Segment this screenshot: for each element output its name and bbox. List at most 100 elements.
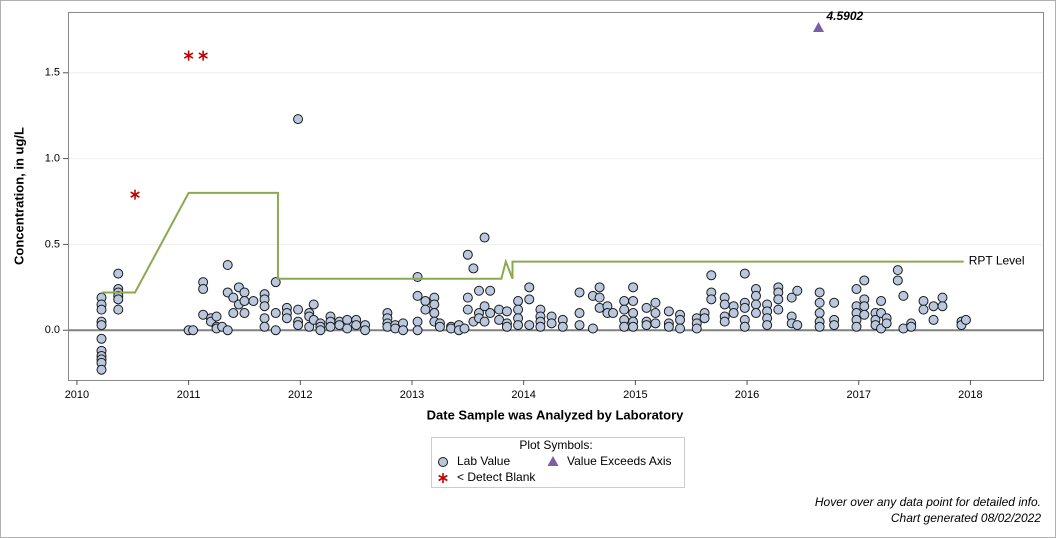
data-point[interactable] [434, 321, 445, 332]
data-point[interactable] [420, 304, 431, 315]
data-point[interactable] [468, 263, 479, 274]
data-point[interactable] [960, 314, 971, 325]
data-point[interactable] [281, 313, 292, 324]
exceeds-marker[interactable] [813, 22, 825, 32]
data-point[interactable] [513, 320, 524, 331]
data-point[interactable] [342, 323, 353, 334]
data-point[interactable] [829, 320, 840, 331]
data-point[interactable] [750, 308, 761, 319]
data-point[interactable] [198, 284, 209, 295]
data-point[interactable] [304, 321, 315, 332]
data-point[interactable] [398, 325, 409, 336]
data-point[interactable] [412, 316, 423, 327]
data-point[interactable] [892, 265, 903, 276]
data-point[interactable] [786, 292, 797, 303]
data-point[interactable] [259, 321, 270, 332]
data-point[interactable] [628, 308, 639, 319]
data-point[interactable] [937, 301, 948, 312]
data-point[interactable] [587, 323, 598, 334]
data-point[interactable] [628, 321, 639, 332]
data-point[interactable] [675, 323, 686, 334]
data-point[interactable] [691, 323, 702, 334]
data-point[interactable] [485, 285, 496, 296]
data-point[interactable] [462, 249, 473, 260]
data-point[interactable] [524, 320, 535, 331]
data-point[interactable] [773, 294, 784, 305]
data-point[interactable] [222, 260, 233, 270]
data-point[interactable] [501, 321, 512, 332]
data-point[interactable] [881, 318, 892, 329]
data-point[interactable] [113, 294, 124, 305]
data-point[interactable] [574, 320, 585, 331]
data-point[interactable] [557, 321, 568, 332]
data-point[interactable] [479, 232, 490, 243]
data-point[interactable] [96, 320, 107, 331]
data-point[interactable] [462, 292, 473, 303]
data-point[interactable] [248, 296, 259, 307]
data-point[interactable] [814, 308, 825, 319]
data-point[interactable] [513, 296, 524, 307]
data-point[interactable] [906, 321, 917, 332]
data-point[interactable] [524, 294, 535, 305]
data-point[interactable] [706, 294, 717, 305]
blank-marker[interactable] [130, 189, 140, 200]
data-point[interactable] [859, 309, 870, 320]
data-point[interactable] [619, 296, 630, 307]
data-point[interactable] [96, 364, 107, 375]
data-point[interactable] [524, 282, 535, 293]
data-point[interactable] [619, 321, 630, 332]
data-point[interactable] [188, 325, 199, 336]
data-point[interactable] [412, 325, 423, 336]
data-point[interactable] [228, 292, 239, 303]
data-point[interactable] [293, 304, 304, 315]
data-point[interactable] [699, 313, 710, 324]
blank-marker[interactable] [183, 50, 194, 61]
data-point[interactable] [594, 282, 605, 293]
data-point[interactable] [663, 321, 674, 332]
data-point[interactable] [773, 304, 784, 315]
data-point[interactable] [814, 297, 825, 308]
data-point[interactable] [228, 308, 239, 319]
data-point[interactable] [892, 275, 903, 286]
data-point[interactable] [342, 314, 353, 325]
data-point[interactable] [574, 308, 585, 319]
data-point[interactable] [211, 311, 222, 322]
data-point[interactable] [898, 290, 909, 301]
data-point[interactable] [574, 287, 585, 298]
data-point[interactable] [739, 268, 750, 279]
data-point[interactable] [814, 321, 825, 332]
data-point[interactable] [315, 325, 326, 336]
data-point[interactable] [462, 304, 473, 315]
data-point[interactable] [513, 304, 524, 315]
data-point[interactable] [650, 297, 661, 308]
data-point[interactable] [829, 297, 840, 308]
data-point[interactable] [259, 313, 270, 324]
data-point[interactable] [739, 302, 750, 313]
data-point[interactable] [293, 114, 304, 125]
data-point[interactable] [739, 321, 750, 332]
data-point[interactable] [918, 296, 929, 307]
data-point[interactable] [479, 301, 490, 312]
data-point[interactable] [546, 318, 557, 329]
data-point[interactable] [429, 308, 440, 319]
data-point[interactable] [928, 314, 939, 325]
data-point[interactable] [650, 308, 661, 319]
data-point[interactable] [96, 333, 107, 344]
data-point[interactable] [719, 299, 730, 310]
data-point[interactable] [113, 304, 124, 315]
data-point[interactable] [792, 285, 803, 296]
data-point[interactable] [706, 270, 717, 281]
data-point[interactable] [641, 302, 652, 313]
data-point[interactable] [619, 304, 630, 315]
data-point[interactable] [750, 299, 761, 310]
data-point[interactable] [719, 316, 730, 327]
data-point[interactable] [859, 275, 870, 286]
data-point[interactable] [851, 321, 862, 332]
data-point[interactable] [937, 292, 948, 303]
data-point[interactable] [239, 287, 250, 298]
data-point[interactable] [814, 287, 825, 298]
data-point[interactable] [429, 299, 440, 310]
data-point[interactable] [501, 306, 512, 317]
data-point[interactable] [876, 296, 887, 307]
data-point[interactable] [859, 301, 870, 312]
